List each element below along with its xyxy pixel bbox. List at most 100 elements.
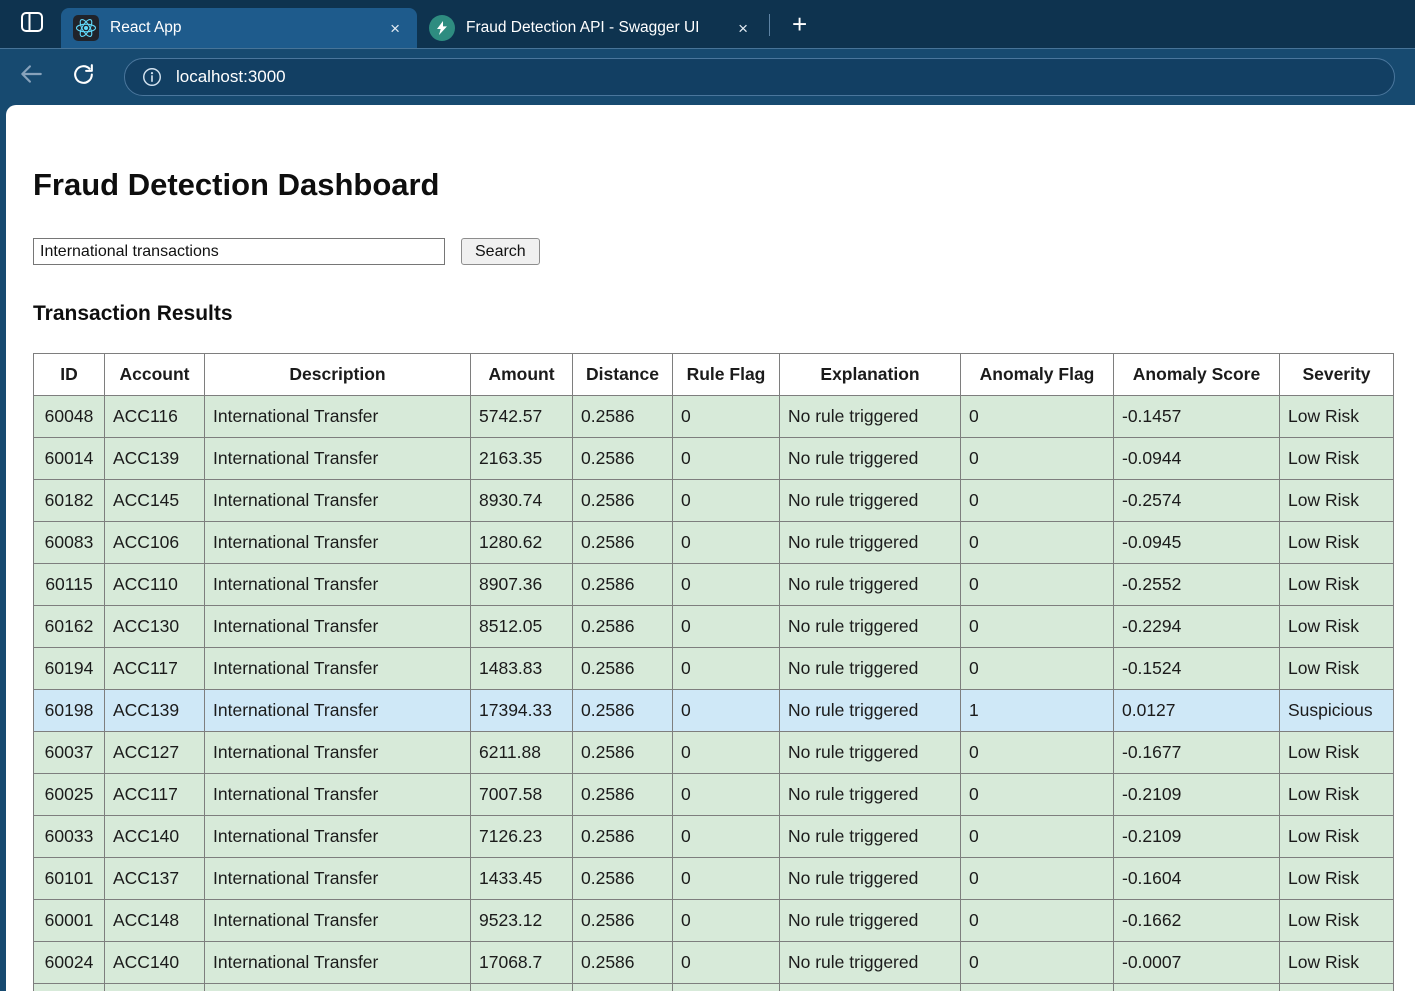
- table-cell: 0: [960, 563, 1114, 606]
- table-cell: 0: [960, 395, 1114, 438]
- table-cell: ACC127: [104, 731, 205, 774]
- table-cell: No rule triggered: [779, 689, 961, 732]
- table-row: 60001 ACC148 International Transfer 9523.12…: [33, 899, 1394, 942]
- table-cell: No rule triggered: [779, 479, 961, 522]
- column-header: Description: [204, 353, 471, 396]
- table-cell: ACC148: [104, 899, 205, 942]
- table-cell: No rule triggered: [779, 647, 961, 690]
- table-cell: [204, 983, 471, 991]
- table-cell: 0: [960, 941, 1114, 984]
- table-cell: International Transfer: [204, 605, 471, 648]
- table-cell: 0: [672, 857, 780, 900]
- table-cell: 60025: [33, 773, 105, 816]
- table-cell: 0: [672, 521, 780, 564]
- table-cell: ACC116: [104, 395, 205, 438]
- table-row: 60162 ACC130 International Transfer 8512.05…: [33, 605, 1394, 648]
- address-bar[interactable]: localhost:3000: [124, 57, 1395, 96]
- table-cell: Low Risk: [1279, 521, 1394, 564]
- table-cell: 1433.45: [470, 857, 573, 900]
- table-cell: No rule triggered: [779, 815, 961, 858]
- table-cell: International Transfer: [204, 479, 471, 522]
- table-cell: 0.2586: [572, 563, 673, 606]
- browser-tab-strip: React App × Fraud Detection API - Swagge…: [0, 0, 1415, 48]
- table-row: 60101 ACC137 International Transfer 1433.45…: [33, 857, 1394, 900]
- table-cell: -0.2574: [1113, 479, 1280, 522]
- table-cell: 0: [960, 899, 1114, 942]
- table-cell: 0: [672, 899, 780, 942]
- back-button[interactable]: [14, 60, 48, 94]
- column-header: Explanation: [779, 353, 961, 396]
- table-cell: 8512.05: [470, 605, 573, 648]
- table-cell: Low Risk: [1279, 899, 1394, 942]
- table-cell: 60101: [33, 857, 105, 900]
- table-cell: 0: [672, 731, 780, 774]
- table-cell: International Transfer: [204, 941, 471, 984]
- table-cell: International Transfer: [204, 899, 471, 942]
- table-cell: 0: [672, 647, 780, 690]
- table-cell: 0: [672, 395, 780, 438]
- table-row: 60048 ACC116 International Transfer 5742.57…: [33, 395, 1394, 438]
- table-cell: Low Risk: [1279, 773, 1394, 816]
- table-cell: -0.1457: [1113, 395, 1280, 438]
- table-cell: [470, 983, 573, 991]
- table-cell: International Transfer: [204, 395, 471, 438]
- search-row: Search: [33, 238, 1395, 265]
- table-cell: International Transfer: [204, 521, 471, 564]
- table-cell: -0.1662: [1113, 899, 1280, 942]
- table-cell: No rule triggered: [779, 773, 961, 816]
- url-text: localhost:3000: [176, 66, 286, 86]
- table-cell: -0.2552: [1113, 563, 1280, 606]
- table-header-row: ID Account Description Amount Distance Rule F…: [33, 353, 1394, 396]
- table-cell: 17394.33: [470, 689, 573, 732]
- search-input[interactable]: [33, 238, 445, 265]
- table-cell: 0.2586: [572, 479, 673, 522]
- table-cell: ACC106: [104, 521, 205, 564]
- table-cell: International Transfer: [204, 563, 471, 606]
- table-cell: 6211.88: [470, 731, 573, 774]
- table-cell: Low Risk: [1279, 479, 1394, 522]
- refresh-button[interactable]: [66, 60, 100, 94]
- table-cell: [33, 983, 105, 991]
- table-cell: 0.2586: [572, 689, 673, 732]
- table-cell: -0.1677: [1113, 731, 1280, 774]
- results-heading: Transaction Results: [33, 302, 233, 325]
- table-cell: 0.2586: [572, 941, 673, 984]
- table-cell: Low Risk: [1279, 563, 1394, 606]
- tab-close-icon[interactable]: ×: [738, 18, 748, 38]
- tab-close-icon[interactable]: ×: [390, 18, 400, 38]
- column-header: Severity: [1279, 353, 1394, 396]
- column-header: Account: [104, 353, 205, 396]
- table-cell: ACC130: [104, 605, 205, 648]
- table-cell: 60001: [33, 899, 105, 942]
- table-cell: 60115: [33, 563, 105, 606]
- tab-actions-menu-button[interactable]: [15, 7, 49, 41]
- table-cell: -0.2109: [1113, 773, 1280, 816]
- table-row: 60033 ACC140 International Transfer 7126.23…: [33, 815, 1394, 858]
- table-cell: International Transfer: [204, 773, 471, 816]
- table-cell: International Transfer: [204, 857, 471, 900]
- table-cell: International Transfer: [204, 815, 471, 858]
- table-cell: 0: [960, 815, 1114, 858]
- site-info-icon[interactable]: [141, 66, 163, 88]
- table-cell: 0: [960, 479, 1114, 522]
- refresh-icon: [71, 62, 96, 92]
- table-cell: No rule triggered: [779, 941, 961, 984]
- table-cell: 60037: [33, 731, 105, 774]
- table-cell: ACC139: [104, 437, 205, 480]
- table-cell: 1280.62: [470, 521, 573, 564]
- react-logo-icon: [73, 15, 99, 41]
- tab-swagger-ui[interactable]: Fraud Detection API - Swagger UI ×: [417, 8, 765, 48]
- table-cell: 0.2586: [572, 899, 673, 942]
- table-row: 60014 ACC139 International Transfer 2163.35…: [33, 437, 1394, 480]
- table-cell: ACC145: [104, 479, 205, 522]
- new-tab-button[interactable]: +: [792, 9, 808, 39]
- table-cell: 60024: [33, 941, 105, 984]
- tab-react-app[interactable]: React App ×: [61, 8, 417, 48]
- table-cell: Suspicious: [1279, 689, 1394, 732]
- search-button[interactable]: Search: [461, 238, 540, 265]
- table-cell: ACC140: [104, 941, 205, 984]
- table-cell: 0: [672, 563, 780, 606]
- table-cell: 0: [960, 437, 1114, 480]
- table-row: 60037 ACC127 International Transfer 6211.88…: [33, 731, 1394, 774]
- table-cell: -0.0007: [1113, 941, 1280, 984]
